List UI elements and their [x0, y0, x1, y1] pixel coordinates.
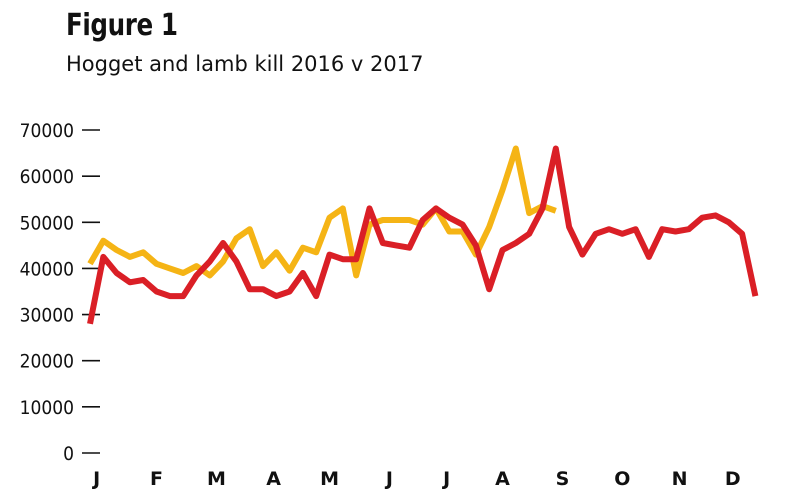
y-tick-label: 10000 [20, 397, 74, 419]
y-tick-label: 50000 [20, 212, 74, 234]
x-month-label: M [207, 468, 226, 490]
y-tick-label: 0 [63, 443, 74, 465]
x-month-label: A [266, 468, 281, 490]
x-month-label: J [91, 468, 100, 490]
y-tick-label: 30000 [20, 305, 74, 327]
y-tick-label: 40000 [20, 258, 74, 280]
x-month-label: F [150, 468, 163, 490]
x-month-label: M [320, 468, 339, 490]
x-month-label: D [725, 468, 741, 490]
y-tick-label: 20000 [20, 351, 74, 373]
series-line-yellow [87, 145, 557, 279]
series-line-red [87, 145, 759, 325]
x-month-label: O [614, 468, 630, 490]
x-month-label: A [495, 468, 510, 490]
x-month-label: J [441, 468, 450, 490]
y-tick-label: 70000 [20, 120, 74, 142]
x-month-label: S [556, 468, 570, 490]
y-axis: 0 10000 20000 30000 40000 50000 60000 70000 [20, 120, 100, 465]
series-layer [87, 145, 759, 325]
figure-label: Figure 1 [66, 8, 178, 43]
x-month-label: J [384, 468, 393, 490]
y-tick-label: 60000 [20, 166, 74, 188]
chart-subtitle: Hogget and lamb kill 2016 v 2017 [66, 52, 424, 76]
x-month-label: N [672, 468, 688, 490]
